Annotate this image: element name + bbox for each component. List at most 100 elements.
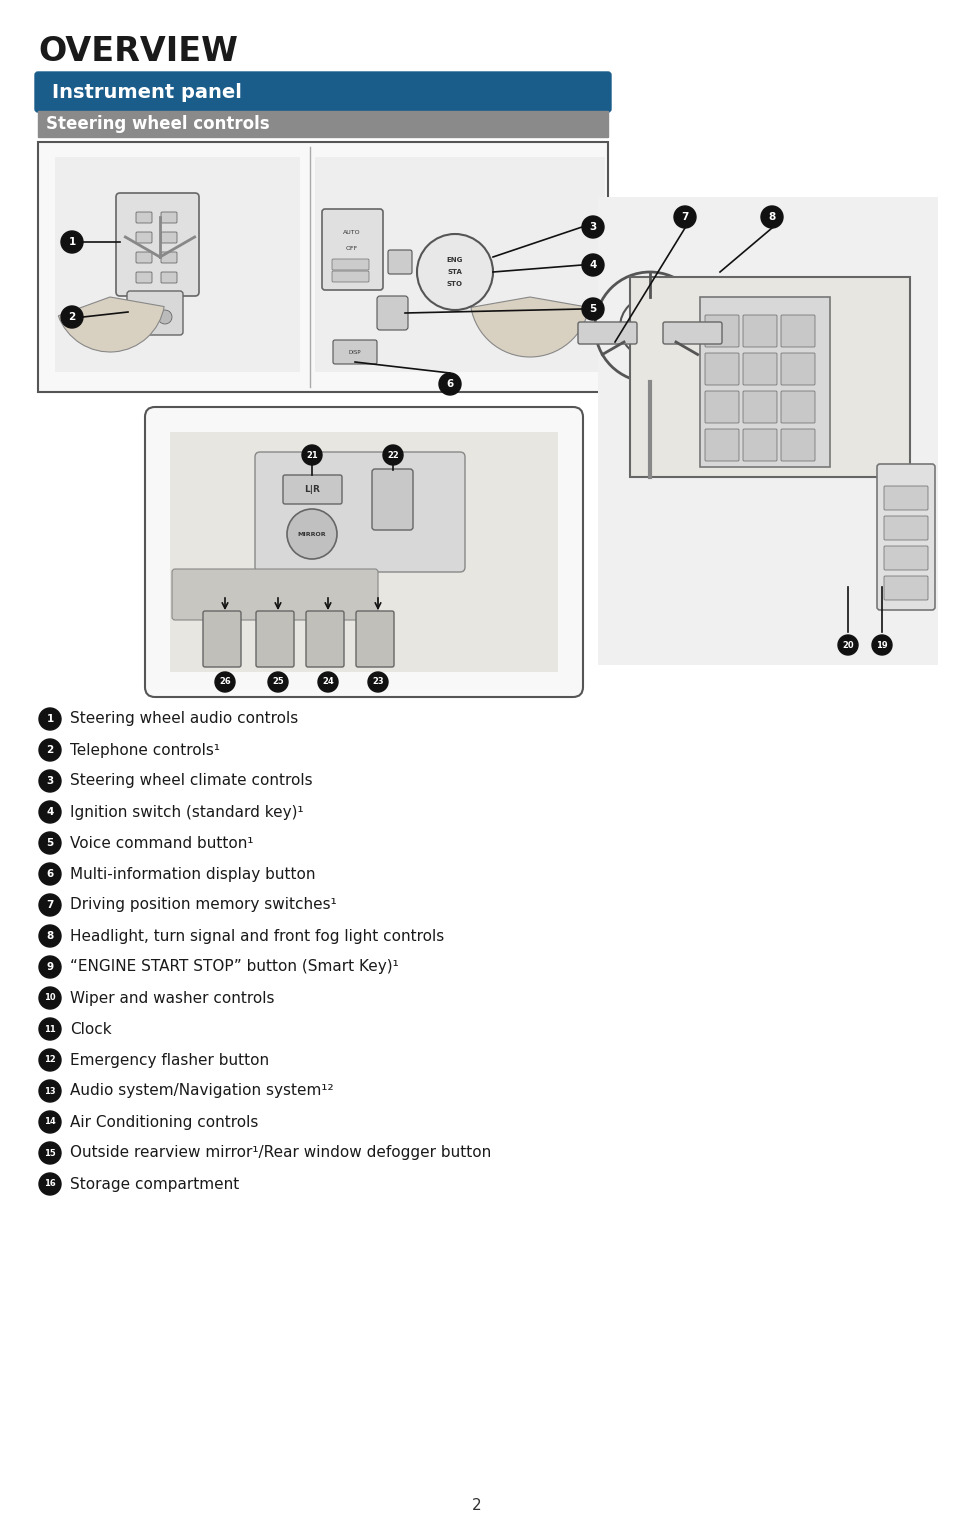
FancyBboxPatch shape bbox=[742, 429, 776, 461]
Circle shape bbox=[268, 672, 288, 692]
Circle shape bbox=[581, 215, 603, 238]
FancyBboxPatch shape bbox=[35, 72, 610, 111]
Text: 21: 21 bbox=[306, 450, 317, 460]
Text: 5: 5 bbox=[47, 838, 53, 847]
FancyBboxPatch shape bbox=[700, 296, 829, 467]
FancyBboxPatch shape bbox=[332, 260, 369, 270]
Circle shape bbox=[871, 635, 891, 655]
Text: 2: 2 bbox=[69, 312, 75, 322]
Circle shape bbox=[837, 635, 857, 655]
Circle shape bbox=[39, 893, 61, 916]
Circle shape bbox=[39, 1080, 61, 1102]
Text: 14: 14 bbox=[44, 1118, 56, 1127]
Circle shape bbox=[39, 1019, 61, 1040]
Text: “ENGINE START STOP” button (Smart Key)¹: “ENGINE START STOP” button (Smart Key)¹ bbox=[70, 959, 398, 974]
Wedge shape bbox=[58, 296, 164, 353]
Text: 8: 8 bbox=[47, 931, 53, 941]
FancyBboxPatch shape bbox=[781, 391, 814, 423]
FancyBboxPatch shape bbox=[876, 464, 934, 609]
Text: 7: 7 bbox=[47, 899, 53, 910]
FancyBboxPatch shape bbox=[883, 547, 927, 570]
Text: 2: 2 bbox=[472, 1498, 481, 1513]
FancyBboxPatch shape bbox=[388, 250, 412, 273]
FancyBboxPatch shape bbox=[578, 322, 637, 344]
Circle shape bbox=[368, 672, 388, 692]
FancyBboxPatch shape bbox=[145, 408, 582, 696]
Text: Ignition switch (standard key)¹: Ignition switch (standard key)¹ bbox=[70, 805, 303, 820]
Text: DISP: DISP bbox=[349, 350, 361, 354]
Text: 11: 11 bbox=[44, 1025, 56, 1034]
FancyBboxPatch shape bbox=[55, 157, 299, 373]
Text: Wiper and washer controls: Wiper and washer controls bbox=[70, 991, 274, 1005]
FancyBboxPatch shape bbox=[332, 270, 369, 282]
Wedge shape bbox=[471, 296, 588, 357]
Circle shape bbox=[673, 206, 696, 228]
Text: 22: 22 bbox=[387, 450, 398, 460]
Circle shape bbox=[39, 925, 61, 947]
Text: Driving position memory switches¹: Driving position memory switches¹ bbox=[70, 898, 336, 913]
FancyBboxPatch shape bbox=[116, 192, 199, 296]
Text: OFF: OFF bbox=[346, 246, 357, 252]
FancyBboxPatch shape bbox=[38, 111, 607, 137]
FancyBboxPatch shape bbox=[161, 212, 177, 223]
Circle shape bbox=[39, 986, 61, 1009]
Circle shape bbox=[158, 310, 172, 324]
Text: 9: 9 bbox=[47, 962, 53, 973]
Text: 20: 20 bbox=[841, 640, 853, 649]
Text: 26: 26 bbox=[219, 678, 231, 687]
Text: 25: 25 bbox=[272, 678, 284, 687]
FancyBboxPatch shape bbox=[314, 157, 604, 373]
Circle shape bbox=[39, 1142, 61, 1164]
FancyBboxPatch shape bbox=[355, 611, 394, 667]
FancyBboxPatch shape bbox=[136, 252, 152, 263]
FancyBboxPatch shape bbox=[883, 576, 927, 600]
Text: Emergency flasher button: Emergency flasher button bbox=[70, 1052, 269, 1067]
Text: 2: 2 bbox=[47, 745, 53, 754]
FancyBboxPatch shape bbox=[127, 292, 183, 334]
Circle shape bbox=[302, 444, 322, 466]
FancyBboxPatch shape bbox=[161, 252, 177, 263]
FancyBboxPatch shape bbox=[136, 272, 152, 282]
Text: 3: 3 bbox=[47, 776, 53, 786]
FancyBboxPatch shape bbox=[136, 232, 152, 243]
Circle shape bbox=[214, 672, 234, 692]
Circle shape bbox=[416, 234, 493, 310]
Circle shape bbox=[39, 1049, 61, 1070]
FancyBboxPatch shape bbox=[781, 315, 814, 347]
Text: Storage compartment: Storage compartment bbox=[70, 1176, 239, 1191]
Circle shape bbox=[39, 863, 61, 886]
Text: 10: 10 bbox=[44, 994, 56, 1003]
FancyBboxPatch shape bbox=[255, 611, 294, 667]
FancyBboxPatch shape bbox=[203, 611, 241, 667]
Circle shape bbox=[438, 373, 460, 395]
Circle shape bbox=[61, 231, 83, 253]
FancyBboxPatch shape bbox=[161, 272, 177, 282]
FancyBboxPatch shape bbox=[172, 570, 377, 620]
Circle shape bbox=[39, 739, 61, 760]
Circle shape bbox=[39, 956, 61, 977]
Text: 7: 7 bbox=[680, 212, 688, 221]
Text: 8: 8 bbox=[767, 212, 775, 221]
Circle shape bbox=[760, 206, 782, 228]
Text: STA: STA bbox=[447, 269, 462, 275]
Text: Audio system/Navigation system¹²: Audio system/Navigation system¹² bbox=[70, 1084, 334, 1098]
Text: 13: 13 bbox=[44, 1087, 56, 1095]
FancyBboxPatch shape bbox=[704, 353, 739, 385]
FancyBboxPatch shape bbox=[254, 452, 464, 573]
FancyBboxPatch shape bbox=[704, 429, 739, 461]
Text: 12: 12 bbox=[44, 1055, 56, 1064]
Text: 4: 4 bbox=[589, 260, 596, 270]
Text: 6: 6 bbox=[446, 379, 453, 389]
FancyBboxPatch shape bbox=[662, 322, 721, 344]
Text: Headlight, turn signal and front fog light controls: Headlight, turn signal and front fog lig… bbox=[70, 928, 444, 944]
Circle shape bbox=[39, 770, 61, 793]
FancyBboxPatch shape bbox=[598, 197, 937, 664]
FancyBboxPatch shape bbox=[629, 276, 909, 476]
Circle shape bbox=[382, 444, 402, 466]
FancyBboxPatch shape bbox=[322, 209, 382, 290]
FancyBboxPatch shape bbox=[136, 212, 152, 223]
FancyBboxPatch shape bbox=[283, 475, 341, 504]
Text: 15: 15 bbox=[44, 1148, 56, 1157]
FancyBboxPatch shape bbox=[742, 391, 776, 423]
FancyBboxPatch shape bbox=[742, 315, 776, 347]
